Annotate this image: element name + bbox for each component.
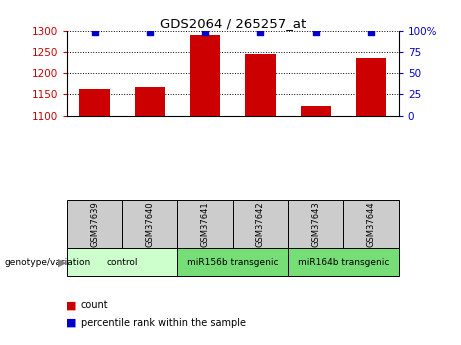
Text: miR164b transgenic: miR164b transgenic [298,258,389,267]
Text: GSM37640: GSM37640 [145,201,154,247]
Text: ■: ■ [66,318,77,327]
Text: GSM37642: GSM37642 [256,201,265,247]
FancyBboxPatch shape [177,200,233,248]
FancyBboxPatch shape [177,248,288,276]
FancyBboxPatch shape [288,248,399,276]
FancyBboxPatch shape [233,200,288,248]
Text: ■: ■ [66,300,77,310]
Text: control: control [106,258,138,267]
Text: GSM37641: GSM37641 [201,201,210,247]
Text: GSM37639: GSM37639 [90,201,99,247]
FancyBboxPatch shape [288,200,343,248]
Text: GSM37644: GSM37644 [366,201,376,247]
FancyBboxPatch shape [67,248,177,276]
Bar [190,35,220,345]
Text: count: count [81,300,108,310]
Title: GDS2064 / 265257_at: GDS2064 / 265257_at [160,17,306,30]
Bar [245,54,276,345]
Point [312,29,319,34]
FancyBboxPatch shape [122,200,177,248]
Bar [135,87,165,345]
Text: ▶: ▶ [58,257,66,267]
Text: GSM37643: GSM37643 [311,201,320,247]
Text: percentile rank within the sample: percentile rank within the sample [81,318,246,327]
FancyBboxPatch shape [343,200,399,248]
Point [146,29,154,34]
Point [257,29,264,34]
FancyBboxPatch shape [67,200,122,248]
Bar [301,106,331,345]
Bar [356,58,386,345]
Text: miR156b transgenic: miR156b transgenic [187,258,278,267]
Text: genotype/variation: genotype/variation [5,258,91,267]
Bar [79,89,110,345]
Point [201,29,209,34]
Point [91,29,98,34]
Point [367,29,375,34]
